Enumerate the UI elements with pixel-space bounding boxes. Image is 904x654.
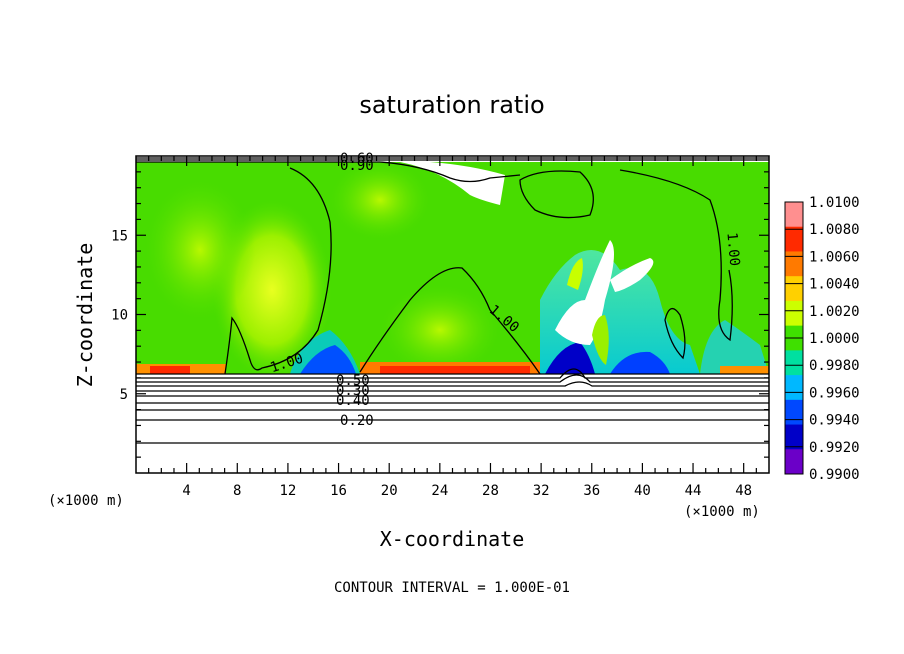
x-tick-label: 12 xyxy=(279,483,296,499)
field-yellow-spot xyxy=(145,180,255,320)
colorbar-swatch xyxy=(785,300,803,327)
colorbar-swatch xyxy=(785,226,803,252)
x-tick-label: 44 xyxy=(685,483,702,499)
x-tick-label: 16 xyxy=(330,483,347,499)
colorbar-label: 0.9900 xyxy=(809,467,860,483)
x-tick-labels: 4 8 12 16 20 24 28 32 36 40 44 48 xyxy=(182,483,752,499)
contour-line xyxy=(359,267,541,375)
contour-line xyxy=(519,170,594,219)
colorbar-label: 1.0020 xyxy=(809,304,860,320)
colorbar-label: 1.0040 xyxy=(809,277,860,293)
field-red-band xyxy=(380,366,530,374)
contour-line xyxy=(664,308,686,360)
field-white-plume xyxy=(400,162,505,205)
contour-line xyxy=(619,169,733,342)
field-red-band xyxy=(150,366,190,374)
colorbar-label: 0.9940 xyxy=(809,413,860,429)
contour-line xyxy=(136,374,769,383)
contour-label: 0.50 xyxy=(336,373,370,389)
contour-label: 0.90 xyxy=(340,158,374,174)
y-tick-labels: 5 10 15 xyxy=(111,228,128,403)
contour-line xyxy=(224,167,332,375)
contour-label: 0.30 xyxy=(336,383,370,399)
colorbar-swatch xyxy=(785,449,803,475)
field-cyan-zone xyxy=(700,320,769,374)
field-white-plume xyxy=(610,258,654,292)
colorbar-swatch xyxy=(785,399,803,426)
field-blue-zone xyxy=(545,342,595,374)
contour-interval-note: CONTOUR INTERVAL = 1.000E-01 xyxy=(334,580,570,596)
field-stable-layer xyxy=(136,374,769,473)
x-tick-label: 32 xyxy=(533,483,550,499)
contour-label: 1.00 xyxy=(723,232,742,267)
axis-ticks xyxy=(136,156,769,473)
plot-area xyxy=(136,156,769,473)
contour-label: 0.60 xyxy=(340,151,374,167)
x-tick-label: 36 xyxy=(583,483,600,499)
chart-title: saturation ratio xyxy=(359,91,544,119)
x-unit-label-right: (×1000 m) xyxy=(684,504,760,520)
field-orange-band xyxy=(720,366,769,374)
contour-lines xyxy=(136,157,769,444)
colorbar-label: 0.9960 xyxy=(809,385,860,401)
y-tick-label: 15 xyxy=(111,228,128,244)
field-blue-zone xyxy=(610,351,670,374)
colorbar-label: 0.9920 xyxy=(809,440,860,456)
field-yellow-spot xyxy=(330,160,430,240)
colorbar: 1.0100 1.0080 1.0060 1.0040 1.0020 1.0000 0.99… xyxy=(784,195,860,483)
colorbar-label: 1.0060 xyxy=(809,249,860,265)
field-blue-zone xyxy=(300,345,356,374)
field-yellow-cell xyxy=(592,315,609,365)
x-tick-label: 24 xyxy=(431,483,448,499)
colorbar-swatch xyxy=(785,350,803,376)
x-tick-label: 40 xyxy=(634,483,651,499)
x-axis-label: X-coordinate xyxy=(380,527,525,551)
contour-label: 0.20 xyxy=(340,413,374,429)
x-tick-label: 48 xyxy=(735,483,752,499)
colorbar-label: 0.9980 xyxy=(809,358,860,374)
x-tick-label: 4 xyxy=(182,483,190,499)
contour-line xyxy=(136,381,769,387)
colorbar-label: 1.0080 xyxy=(809,222,860,238)
field-yellow-cell xyxy=(567,258,583,290)
x-tick-label: 8 xyxy=(233,483,241,499)
field-yellow-spot xyxy=(380,285,500,375)
x-tick-label: 20 xyxy=(381,483,398,499)
x-tick-label: 28 xyxy=(482,483,499,499)
y-tick-label: 5 xyxy=(120,387,128,403)
colorbar-swatch xyxy=(785,276,803,302)
contour-line xyxy=(136,161,521,183)
y-axis-label: Z-coordinate xyxy=(73,243,97,388)
colorbar-label: 1.0100 xyxy=(809,195,860,211)
colorbar-swatch xyxy=(785,375,803,401)
colorbar-label: 1.0000 xyxy=(809,331,860,347)
colorbar-swatch xyxy=(785,251,803,277)
contour-label: 0.40 xyxy=(336,393,370,409)
colorbar-swatch xyxy=(785,424,803,450)
x-unit-label: (×1000 m) xyxy=(48,493,124,509)
y-tick-label: 10 xyxy=(111,308,128,324)
colorbar-swatch xyxy=(785,202,803,228)
